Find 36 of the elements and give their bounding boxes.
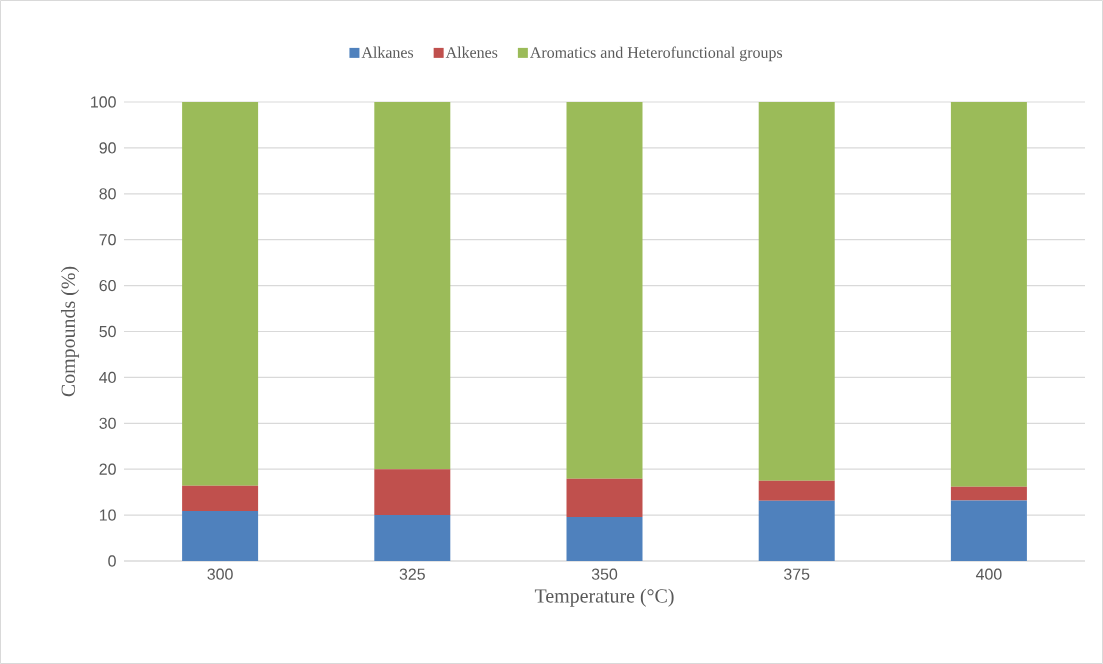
y-tick-label: 30	[99, 417, 116, 429]
bar	[950, 102, 1027, 487]
bar	[566, 478, 643, 517]
y-tick-label: 80	[99, 188, 116, 200]
x-tick-label: 325	[399, 568, 425, 580]
bar	[758, 102, 835, 481]
legend-label: Alkenes	[445, 46, 498, 58]
bar	[950, 486, 1027, 501]
bar	[950, 500, 1027, 561]
y-tick-label: 70	[99, 234, 116, 246]
bar	[758, 500, 835, 561]
y-tick-label: 90	[99, 142, 116, 154]
bar	[566, 102, 643, 479]
y-tick-label: 20	[99, 463, 116, 475]
y-tick-label: 40	[99, 371, 116, 384]
bar	[758, 480, 835, 501]
bar	[182, 485, 259, 511]
bar	[182, 102, 259, 486]
x-tick-label: 300	[207, 568, 233, 580]
bar	[374, 469, 451, 516]
y-tick-label: 100	[91, 96, 116, 108]
bar	[566, 516, 643, 561]
x-tick-label: 400	[975, 568, 1002, 580]
x-axis-title: Temperature (°C)	[534, 588, 674, 607]
y-axis-title: Compounds (%)	[60, 266, 80, 397]
legend-label: Alkanes	[361, 46, 414, 58]
bar	[374, 102, 451, 470]
bar	[182, 510, 259, 561]
x-tick-label: 375	[784, 568, 810, 580]
y-tick-label: 60	[99, 279, 116, 292]
y-tick-label: 0	[108, 555, 116, 567]
bar	[374, 515, 451, 561]
y-tick-label: 10	[99, 509, 116, 521]
legend-label: Aromatics and Heterofunctional groups	[530, 46, 783, 62]
x-tick-label: 350	[591, 568, 618, 580]
y-tick-label: 50	[99, 325, 116, 338]
